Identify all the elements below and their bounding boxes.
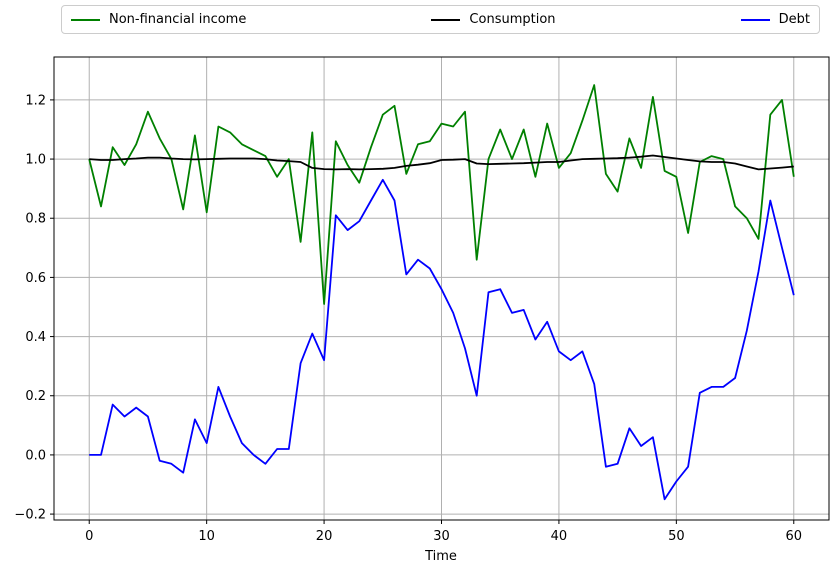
y-tick-label: −0.2 xyxy=(14,508,46,523)
black-line-sample-icon xyxy=(431,18,461,21)
legend-item-non-financial-income: Non-financial income xyxy=(71,12,246,27)
y-tick-label: 0.2 xyxy=(25,389,46,404)
legend-item-debt: Debt xyxy=(740,12,810,27)
series-line-consumption xyxy=(89,154,794,171)
y-tick-label: 0.8 xyxy=(25,212,46,227)
x-axis-label: Time xyxy=(424,549,457,564)
x-tick-label: 60 xyxy=(785,529,802,544)
legend-label: Non-financial income xyxy=(109,12,247,27)
x-tick-label: 10 xyxy=(198,529,215,544)
y-tick-label: 1.2 xyxy=(25,93,46,108)
series-lines xyxy=(88,84,795,501)
legend-item-consumption: Consumption xyxy=(431,12,556,27)
axis-ticks xyxy=(50,99,795,524)
x-tick-label: 20 xyxy=(316,529,333,544)
y-tick-label: 1.0 xyxy=(25,153,46,168)
legend: Non-financial income Consumption Debt xyxy=(61,5,820,34)
x-tick-label: 50 xyxy=(668,529,685,544)
series-line-debt xyxy=(89,178,795,501)
x-tick-label: 30 xyxy=(433,529,450,544)
blue-line-sample-icon xyxy=(740,18,770,21)
x-tick-label: 0 xyxy=(85,529,93,544)
x-tick-label: 40 xyxy=(551,529,568,544)
series-line-non-financial-income xyxy=(88,84,795,305)
green-line-sample-icon xyxy=(71,18,100,21)
y-tick-label: 0.4 xyxy=(25,330,46,345)
legend-label: Debt xyxy=(778,12,810,27)
legend-label: Consumption xyxy=(469,12,556,27)
tick-labels: 0 10 20 30 40 50 60 −0.2 0.0 0.2 0.4 0.6 0.8 1.0 1.2 xyxy=(14,93,802,544)
y-tick-label: 0.0 xyxy=(25,448,46,463)
y-tick-label: 0.6 xyxy=(25,271,46,286)
